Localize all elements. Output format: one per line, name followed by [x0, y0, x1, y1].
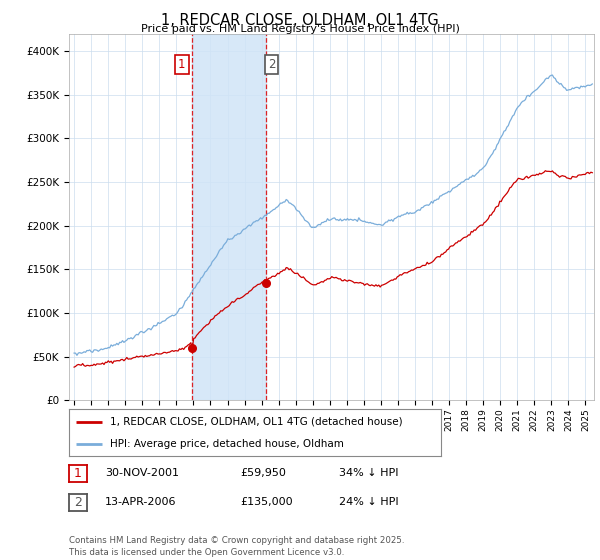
Text: 34% ↓ HPI: 34% ↓ HPI	[339, 468, 398, 478]
Text: 1: 1	[178, 58, 185, 71]
Text: 1, REDCAR CLOSE, OLDHAM, OL1 4TG (detached house): 1, REDCAR CLOSE, OLDHAM, OL1 4TG (detach…	[110, 417, 403, 427]
Text: Price paid vs. HM Land Registry's House Price Index (HPI): Price paid vs. HM Land Registry's House …	[140, 24, 460, 34]
Text: HPI: Average price, detached house, Oldham: HPI: Average price, detached house, Oldh…	[110, 438, 344, 449]
Text: 2: 2	[268, 58, 275, 71]
Text: 30-NOV-2001: 30-NOV-2001	[105, 468, 179, 478]
Text: Contains HM Land Registry data © Crown copyright and database right 2025.
This d: Contains HM Land Registry data © Crown c…	[69, 536, 404, 557]
Text: 2: 2	[74, 496, 82, 509]
Text: 1: 1	[74, 466, 82, 480]
Text: 13-APR-2006: 13-APR-2006	[105, 497, 176, 507]
Text: £59,950: £59,950	[240, 468, 286, 478]
Bar	[192, 34, 266, 400]
Text: £135,000: £135,000	[240, 497, 293, 507]
Text: 1, REDCAR CLOSE, OLDHAM, OL1 4TG: 1, REDCAR CLOSE, OLDHAM, OL1 4TG	[161, 13, 439, 28]
Text: 24% ↓ HPI: 24% ↓ HPI	[339, 497, 398, 507]
